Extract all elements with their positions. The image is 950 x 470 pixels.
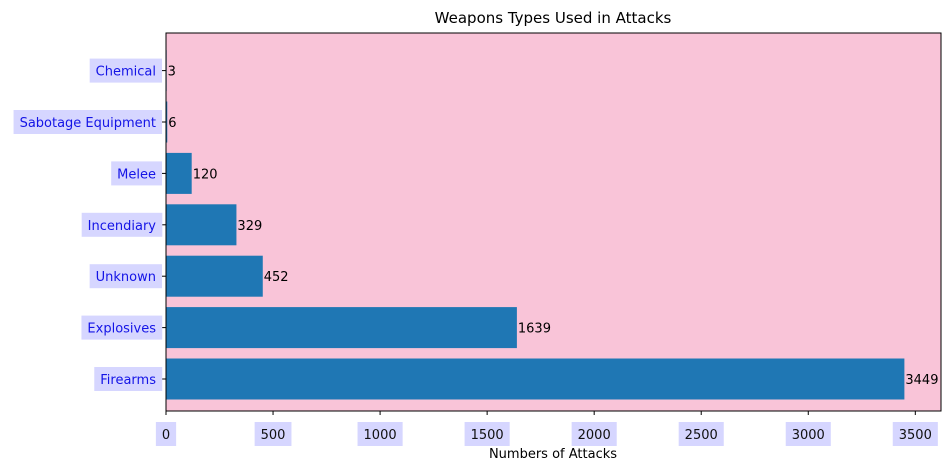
ytick-box-explosives — [81, 315, 163, 340]
data-label-chemical: 3 — [168, 65, 176, 80]
ytick-label-incendiary: Incendiary — [88, 219, 157, 234]
data-label-unknown: 452 — [264, 270, 289, 285]
ytick-label-firearms: Firearms — [100, 373, 156, 388]
xtick-label-1000: 1000 — [364, 428, 397, 443]
xtick-label-2500: 2500 — [685, 428, 718, 443]
ytick-box-melee — [111, 161, 162, 186]
ytick-label-unknown: Unknown — [96, 270, 156, 285]
xtick-label-1500: 1500 — [471, 428, 504, 443]
bar-incendiary — [166, 204, 237, 246]
ytick-label-sabotage-equipment: Sabotage Equipment — [20, 116, 156, 131]
xtick-box-3000 — [785, 422, 831, 446]
xtick-label-0: 0 — [162, 428, 170, 443]
ytick-box-chemical — [89, 58, 162, 83]
ytick-box-firearms — [94, 367, 163, 391]
xtick-box-1000 — [357, 422, 403, 446]
data-label-explosives: 1639 — [518, 322, 551, 337]
xtick-box-3500 — [892, 422, 938, 446]
data-label-melee: 120 — [193, 167, 218, 182]
bar-explosives — [166, 307, 517, 349]
xtick-box-2000 — [571, 422, 617, 446]
plot-area — [166, 33, 941, 411]
xtick-label-500: 500 — [261, 428, 286, 443]
data-label-incendiary: 329 — [237, 219, 262, 234]
data-label-sabotage-equipment: 6 — [168, 116, 176, 131]
y-axis-ticks: Firearms Explosives Unknown Incendiary Melee… — [13, 58, 166, 391]
ytick-box-sabotage-equipment — [13, 110, 162, 134]
plot-frame — [165, 32, 942, 412]
ytick-box-incendiary — [81, 212, 163, 237]
xtick-box-0 — [155, 422, 177, 446]
x-axis-ticks: 0 500 1000 1500 2000 2500 3000 3500 — [155, 411, 938, 446]
ytick-label-melee: Melee — [117, 167, 156, 182]
xtick-label-2000: 2000 — [578, 428, 611, 443]
ytick-label-chemical: Chemical — [96, 65, 156, 80]
chart-title: Weapons Types Used in Attacks — [435, 9, 672, 27]
xtick-label-3000: 3000 — [792, 428, 825, 443]
ytick-label-explosives: Explosives — [87, 322, 156, 337]
x-axis-label: Numbers of Attacks — [489, 447, 617, 462]
bar-melee — [166, 152, 192, 194]
bar-unknown — [166, 255, 263, 297]
xtick-box-2500 — [678, 422, 724, 446]
data-label-firearms: 3449 — [905, 373, 938, 388]
xtick-label-3500: 3500 — [899, 428, 932, 443]
xtick-box-500 — [254, 422, 292, 446]
bar-sabotage-equipment — [166, 101, 168, 143]
xtick-box-1500 — [464, 422, 510, 446]
bar-firearms — [166, 358, 905, 400]
bars-layer — [166, 50, 905, 400]
ytick-box-unknown — [89, 264, 162, 289]
data-labels-layer: 3449 1639 452 329 120 6 3 — [168, 65, 939, 388]
